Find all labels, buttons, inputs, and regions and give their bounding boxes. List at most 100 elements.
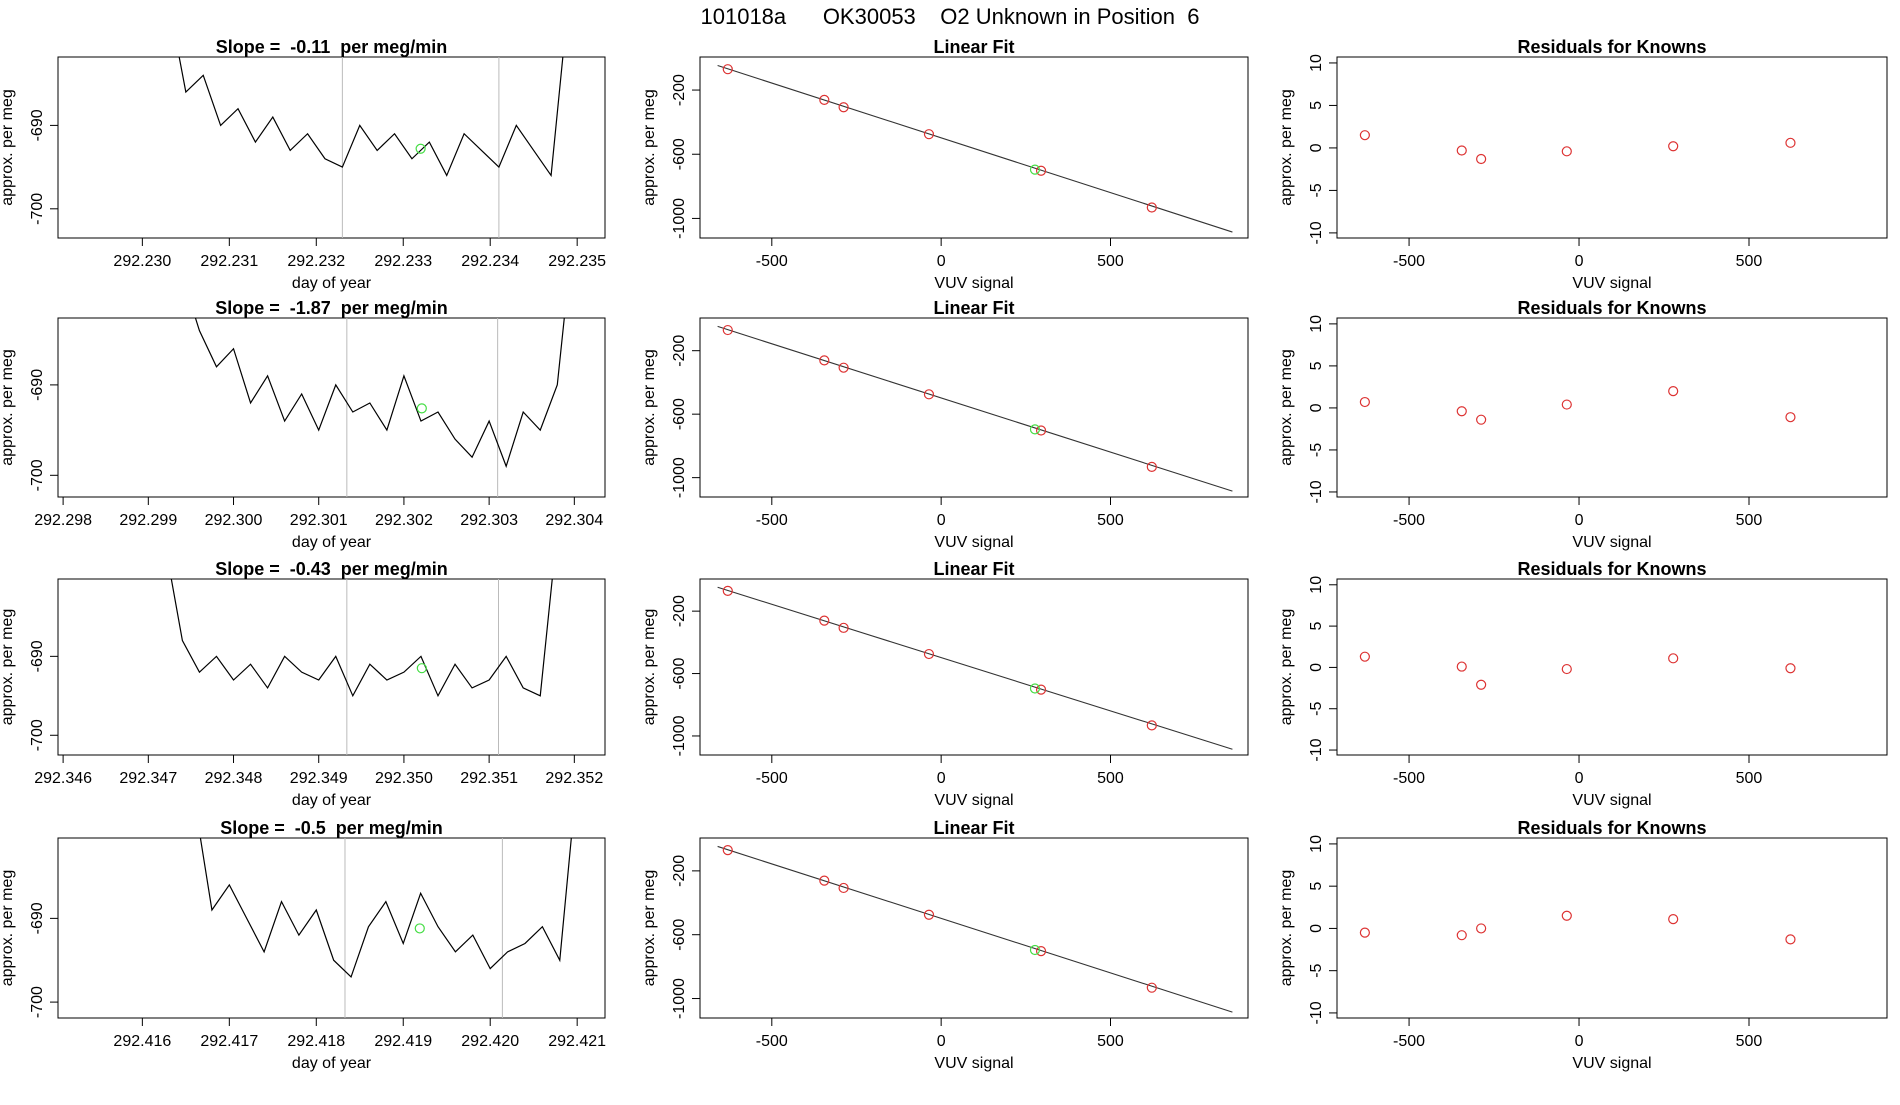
x-tick-label: -500: [756, 512, 788, 529]
data-line: [199, 838, 572, 979]
y-axis-label: approx. per meg: [1278, 609, 1295, 726]
x-tick-label: -500: [756, 770, 788, 787]
y-tick-label: -600: [671, 919, 688, 951]
y-tick-label: 10: [1308, 576, 1325, 594]
page-title: 101018a OK30053 O2 Unknown in Position 6: [701, 4, 1200, 29]
data-point: [923, 389, 935, 400]
x-axis-label: VUV signal: [1572, 1055, 1651, 1072]
x-tick-label: -500: [1393, 253, 1425, 270]
y-axis-label: approx. per meg: [0, 870, 16, 987]
plot-area: [1359, 130, 1796, 165]
plot-frame: [57, 56, 606, 239]
plot-area: [194, 318, 565, 497]
y-tick-label: -10: [1308, 1001, 1325, 1024]
y-tick-label: -10: [1308, 221, 1325, 244]
plot-frame: [1336, 56, 1888, 239]
y-axis-label: approx. per meg: [641, 870, 658, 987]
panel: Residuals for Knowns VUV signal approx. pe…: [1278, 559, 1888, 809]
y-tick-label: 5: [1308, 882, 1325, 891]
fit-line: [717, 64, 1233, 233]
y-axis-label: approx. per meg: [0, 89, 16, 206]
data-point: [1359, 130, 1370, 141]
y-tick-label: -200: [671, 335, 688, 367]
fit-line: [717, 325, 1233, 492]
data-point: [819, 94, 830, 105]
plot-area: [199, 838, 572, 1018]
y-tick-label: 10: [1308, 835, 1325, 853]
data-point: [1146, 982, 1157, 993]
x-tick-label: 292.303: [460, 512, 518, 529]
x-tick-label: 0: [937, 770, 946, 787]
fit-line: [717, 586, 1233, 750]
x-axis-label: day of year: [292, 1055, 372, 1072]
x-tick-label: 500: [1097, 512, 1124, 529]
x-tick-label: 292.416: [113, 1033, 171, 1050]
y-tick-label: -700: [29, 986, 46, 1018]
panel: Residuals for Knowns VUV signal approx. pe…: [1278, 298, 1888, 551]
plot-frame: [699, 56, 1249, 239]
plot-frame: [1336, 317, 1888, 498]
data-point: [1035, 946, 1047, 957]
plot-area: [717, 64, 1233, 233]
panel: Slope = -0.11 per meg/min day of year appr…: [0, 37, 606, 292]
data-point: [1146, 720, 1157, 731]
x-tick-label: 292.235: [548, 253, 606, 270]
y-tick-label: -690: [29, 902, 46, 934]
x-tick-label: 292.351: [460, 770, 518, 787]
y-axis-label: approx. per meg: [1278, 349, 1295, 466]
y-tick-label: -690: [29, 109, 46, 141]
data-point: [1456, 145, 1467, 156]
data-point: [923, 648, 935, 660]
x-axis-label: VUV signal: [934, 1055, 1013, 1072]
y-tick-label: 5: [1308, 361, 1325, 370]
x-tick-label: 292.347: [119, 770, 177, 787]
x-tick-label: 500: [1097, 253, 1124, 270]
y-tick-label: -700: [29, 459, 46, 491]
data-point: [1785, 137, 1796, 148]
x-tick-label: 0: [937, 512, 946, 529]
y-tick-label: -200: [671, 595, 688, 627]
y-tick-label: -10: [1308, 738, 1325, 761]
plot-frame: [57, 837, 606, 1019]
x-axis-label: VUV signal: [934, 792, 1013, 809]
data-point: [819, 875, 830, 886]
plot-area: [717, 324, 1233, 492]
data-point: [722, 585, 733, 596]
plot-area: [717, 845, 1233, 1013]
plot-area: [1359, 910, 1796, 945]
panel: Slope = -0.43 per meg/min day of year appr…: [0, 559, 606, 809]
plot-frame: [57, 578, 606, 756]
plot-frame: [699, 317, 1249, 498]
data-point: [1561, 663, 1572, 675]
highlight-point: [1029, 683, 1041, 694]
panel: Linear Fit VUV signal approx. per meg -500 0…: [641, 37, 1249, 292]
y-tick-label: -10: [1308, 480, 1325, 503]
plot-frame: [699, 837, 1249, 1019]
panel-title: Slope = -0.11 per meg/min: [216, 37, 448, 57]
y-tick-label: -700: [29, 719, 46, 751]
data-point: [838, 882, 849, 894]
y-tick-label: -200: [671, 74, 688, 106]
data-point: [1561, 399, 1572, 410]
data-point: [1456, 661, 1467, 672]
data-point: [1476, 153, 1487, 165]
y-axis-label: approx. per meg: [1278, 870, 1295, 987]
data-point: [1668, 141, 1679, 152]
x-tick-label: 292.302: [375, 512, 433, 529]
y-tick-label: 0: [1308, 403, 1325, 412]
x-tick-label: 500: [1736, 770, 1763, 787]
plot-frame: [57, 317, 606, 498]
data-point: [1146, 461, 1157, 472]
panel-title: Slope = -0.43 per meg/min: [215, 559, 448, 579]
data-point: [1668, 386, 1679, 397]
data-point: [1476, 923, 1487, 934]
panel: Slope = -0.5 per meg/min day of year appro…: [0, 818, 606, 1072]
data-point: [722, 845, 733, 856]
x-tick-label: 500: [1097, 770, 1124, 787]
data-point: [1785, 412, 1796, 423]
data-point: [1561, 910, 1572, 921]
plot-area: [1359, 386, 1796, 425]
x-axis-label: VUV signal: [934, 534, 1013, 551]
panel-title: Residuals for Knowns: [1517, 559, 1706, 579]
